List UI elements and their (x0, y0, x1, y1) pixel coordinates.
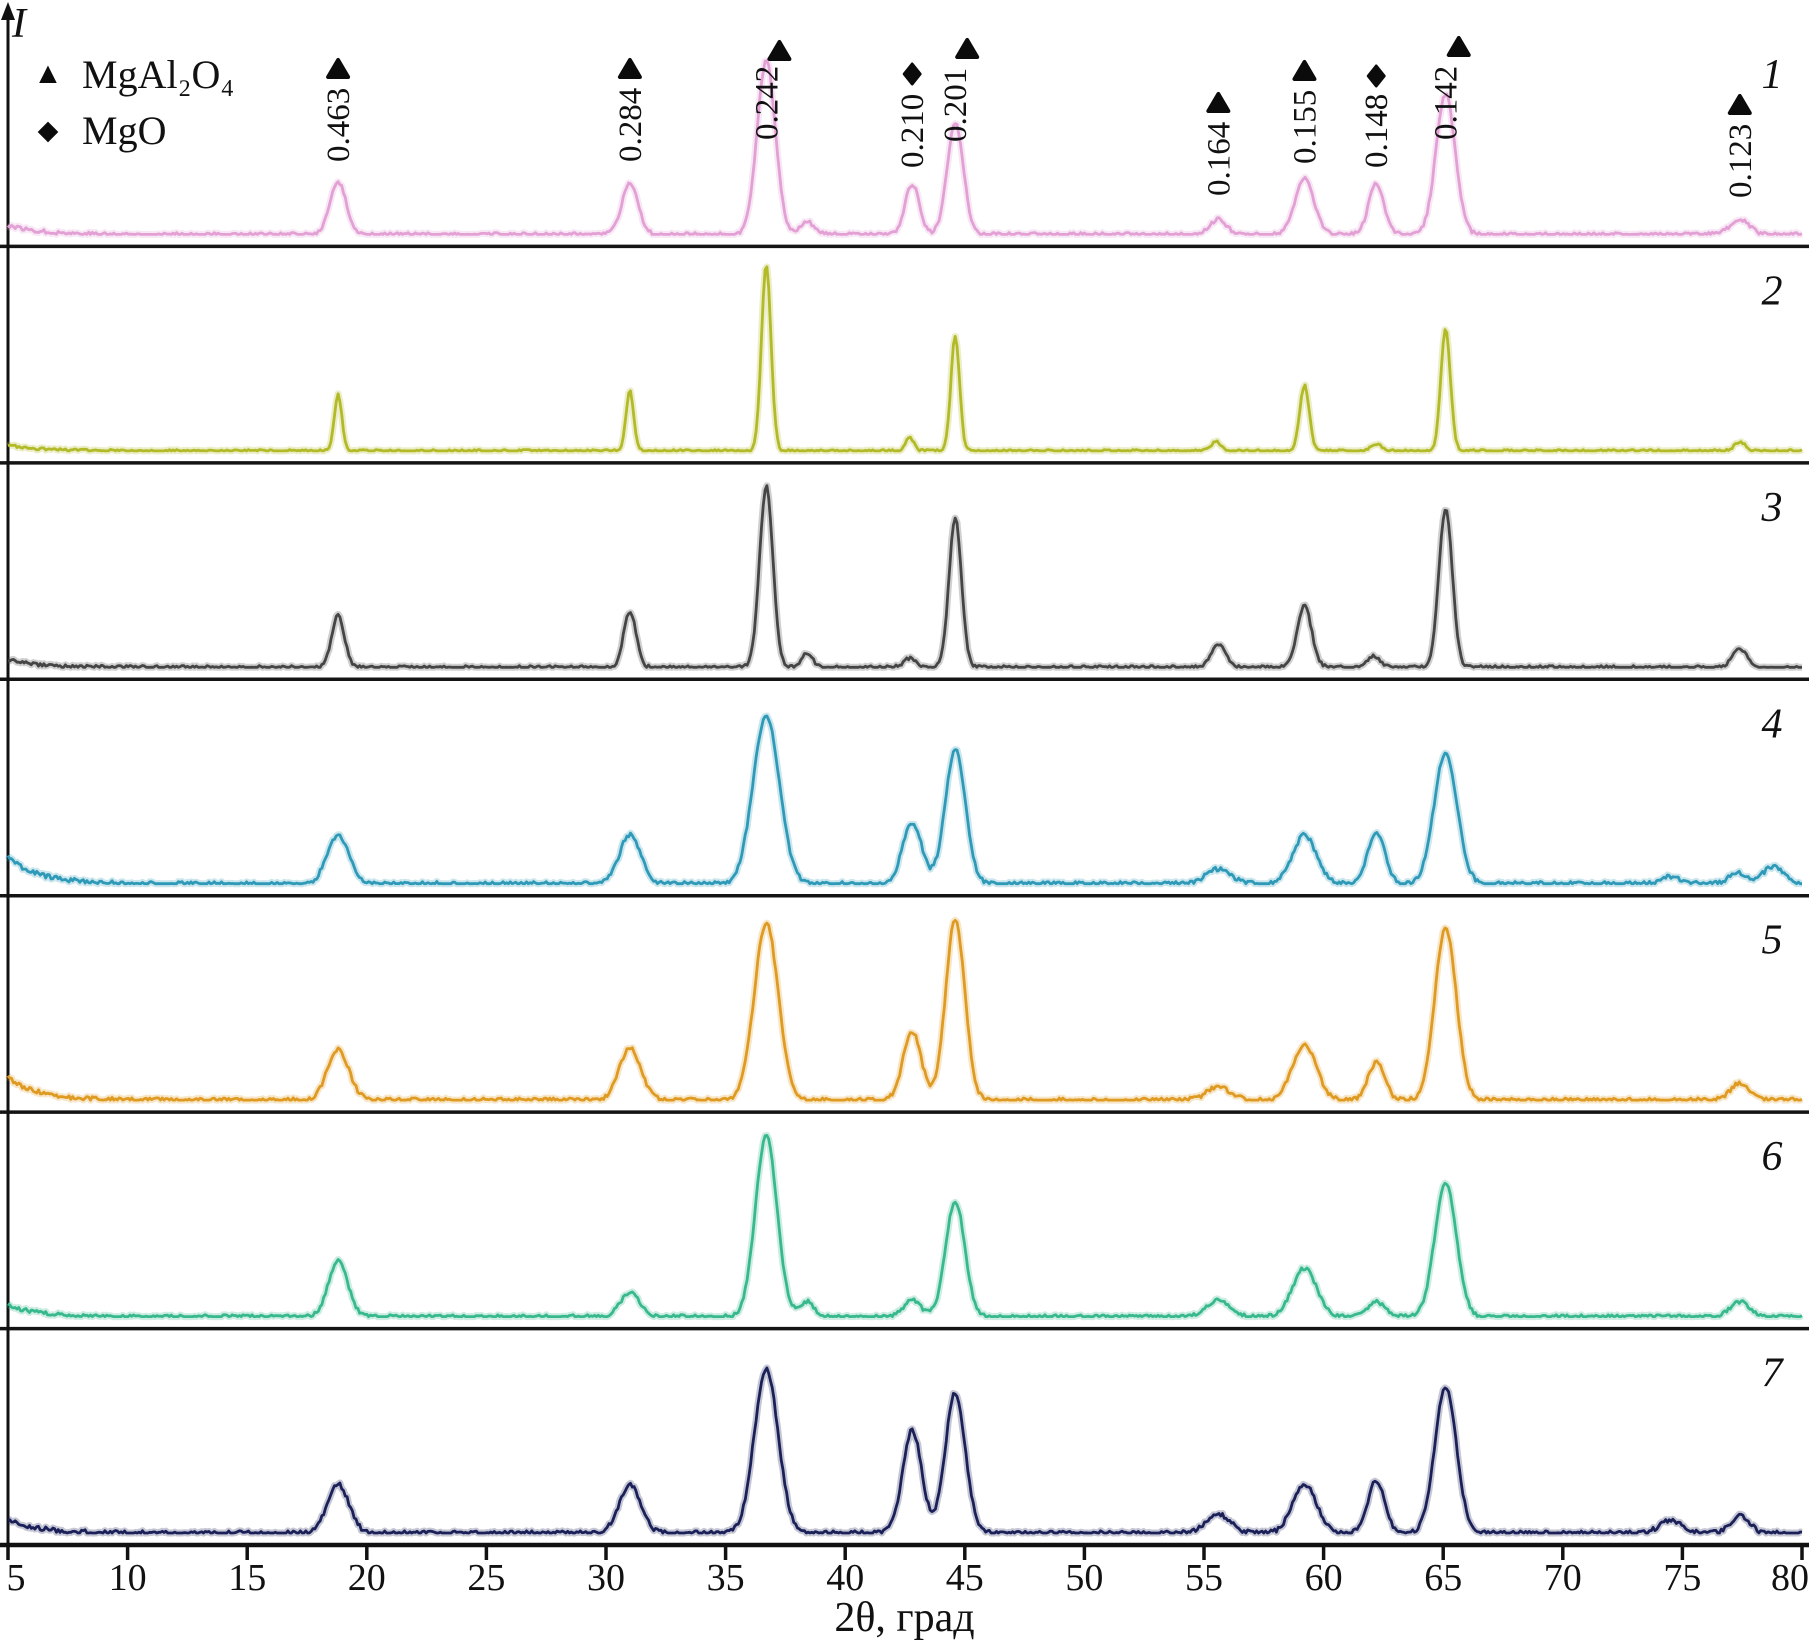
pattern-number-label-3: 3 (1761, 485, 1783, 531)
peak-marker-triangle-icon (617, 58, 642, 79)
xrd-pattern-halo-4 (4, 712, 1804, 888)
x-tick-label: 15 (228, 1557, 266, 1599)
x-tick-label: 70 (1544, 1557, 1582, 1599)
x-tick-label: 50 (1065, 1557, 1103, 1599)
x-tick-label: 65 (1424, 1557, 1462, 1599)
xrd-pattern-halo-2 (6, 263, 1804, 455)
xrd-pattern-3 (7, 484, 1802, 669)
y-axis-arrow (1, 2, 15, 20)
legend-label-mgo: MgO (82, 107, 167, 153)
peak-marker-triangle-icon (1727, 94, 1752, 115)
y-axis-label: I (12, 1, 26, 47)
x-tick-label: 25 (467, 1557, 505, 1599)
xrd-pattern-2 (7, 265, 1803, 453)
xrd-pattern-halo-5 (5, 916, 1804, 1104)
pattern-number-label-2: 2 (1762, 268, 1783, 314)
peak-d-spacing-label: 0.242 (749, 66, 785, 140)
xrd-pattern-4 (6, 714, 1802, 886)
pattern-number-label-6: 6 (1762, 1134, 1783, 1180)
peak-d-spacing-label: 0.123 (1723, 124, 1759, 198)
xrd-pattern-7 (8, 1366, 1803, 1535)
peak-marker-triangle-icon (326, 58, 351, 79)
x-tick-label: 30 (587, 1557, 625, 1599)
x-tick-label: 40 (826, 1557, 864, 1599)
peak-marker-triangle-icon (1292, 60, 1317, 81)
legend-label-spinel: MgAl₂O₄ (82, 51, 235, 97)
x-tick-label: 45 (946, 1557, 984, 1599)
x-tick-label: 5 (7, 1557, 26, 1599)
x-tick-label: 35 (707, 1557, 745, 1599)
phase-legend: ▲ MgAl₂O₄ ◆ MgO (30, 46, 234, 158)
xrd-pattern-5 (6, 918, 1803, 1102)
peak-d-spacing-label: 0.148 (1359, 94, 1395, 168)
peak-marker-diamond-icon (1366, 64, 1386, 88)
legend-item-mgo: ◆ MgO (30, 102, 234, 158)
x-tick-label: 10 (109, 1557, 147, 1599)
peak-marker-triangle-icon (1446, 36, 1471, 57)
peak-d-spacing-label: 0.463 (321, 88, 357, 162)
peak-d-spacing-label: 0.210 (895, 94, 931, 168)
x-tick-label: 20 (348, 1557, 386, 1599)
xrd-pattern-1 (6, 59, 1803, 236)
peak-marker-diamond-icon (902, 62, 922, 86)
x-axis-label: 2θ, град (834, 1595, 975, 1641)
peak-d-spacing-label: 0.201 (938, 68, 974, 142)
x-tick-label: 75 (1663, 1557, 1701, 1599)
xrd-pattern-halo-3 (6, 482, 1804, 671)
peak-d-spacing-label: 0.164 (1201, 122, 1237, 196)
pattern-number-label-4: 4 (1762, 701, 1783, 747)
xrd-pattern-halo-6 (5, 1131, 1804, 1321)
diamond-icon: ◆ (37, 114, 59, 145)
xrd-pattern-6 (7, 1134, 1803, 1318)
x-tick-label: 55 (1185, 1557, 1223, 1599)
x-tick-label: 80 (1771, 1557, 1809, 1599)
pattern-number-label-7: 7 (1762, 1351, 1785, 1397)
peak-d-spacing-label: 0.155 (1287, 90, 1323, 164)
triangle-icon: ▲ (33, 57, 63, 90)
legend-item-spinel: ▲ MgAl₂O₄ (30, 46, 234, 102)
peak-marker-triangle-icon (955, 38, 980, 59)
pattern-number-label-5: 5 (1762, 918, 1783, 964)
peak-d-spacing-label: 0.284 (613, 88, 649, 162)
peak-marker-triangle-icon (767, 40, 792, 61)
peak-d-spacing-label: 0.142 (1429, 66, 1465, 140)
peak-marker-triangle-icon (1206, 92, 1231, 113)
pattern-number-label-1: 1 (1762, 52, 1783, 98)
x-tick-label: 60 (1305, 1557, 1343, 1599)
